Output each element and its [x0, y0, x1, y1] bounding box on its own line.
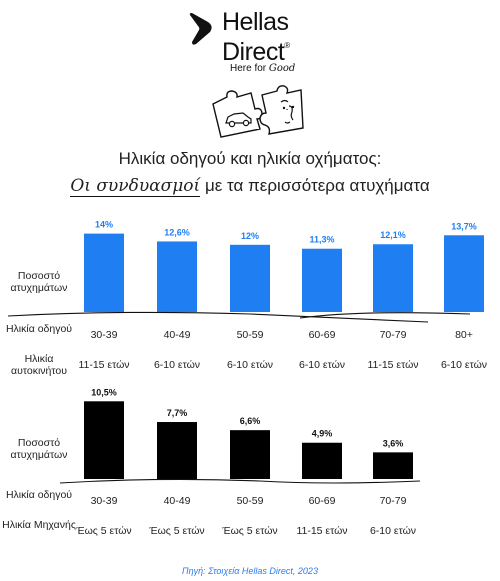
cars-bar-30-39: [84, 233, 124, 312]
cars-driver-age-3: 60-69: [308, 329, 336, 341]
moto-driver-age-label: Ηλικία οδηγού: [5, 489, 73, 501]
cars-bar-40-49: [157, 241, 197, 312]
moto-value-label-40-49: 7,7%: [167, 408, 188, 418]
brand-name-line2: Direct®: [222, 38, 290, 66]
cars-vehicle-age-3: 6-10 ετών: [298, 359, 346, 371]
moto-value-label-70-79: 3,6%: [383, 438, 404, 448]
cars-driver-age-5: 80+: [455, 329, 473, 341]
accident-chart-cars: 14% 12,6% 12% 11,3% 12,1% 13,7%: [7, 220, 484, 323]
puzzle-face-icon: [259, 85, 304, 135]
cars-value-label-40-49: 12,6%: [164, 227, 190, 237]
cars-vehicle-age-4: 11-15 ετών: [367, 359, 419, 371]
moto-value-label-30-39: 10,5%: [91, 387, 117, 397]
cars-driver-age-2: 50-59: [236, 329, 264, 341]
cars-value-label-50-59: 12%: [241, 231, 259, 241]
chart-title: Ηλικία οδηγού και ηλικία οχήματος:: [118, 149, 382, 168]
subtitle-emphasis: Οι συνδυασμοί: [70, 176, 201, 197]
moto-bar-30-39: [84, 401, 124, 479]
moto-vehicle-age-2: Έως 5 ετών: [222, 525, 278, 537]
subtitle-rest: με τα περισσότερα ατυχήματα: [204, 176, 430, 195]
cars-driver-age-0: 30-39: [90, 329, 118, 341]
moto-bar-50-59: [230, 430, 270, 479]
cars-driver-age-4: 70-79: [379, 329, 407, 341]
moto-bar-60-69: [302, 442, 342, 479]
moto-vehicle-age-0: Έως 5 ετών: [76, 525, 132, 537]
cars-baseline-divider: [7, 311, 471, 323]
moto-driver-age-0: 30-39: [90, 495, 118, 507]
brand-name-line1: Hellas: [222, 8, 289, 36]
cars-bar-80+: [444, 235, 484, 312]
cars-vehicle-age-label: Ηλικία αυτοκινήτου: [11, 353, 67, 377]
moto-driver-age-1: 40-49: [163, 495, 191, 507]
moto-bar-40-49: [157, 422, 197, 479]
cars-vehicle-age-5: 6-10 ετών: [440, 359, 488, 371]
moto-driver-age-3: 60-69: [308, 495, 336, 507]
chart-subtitle: Οι συνδυασμοί με τα περισσότερα ατυχήματ…: [0, 176, 500, 197]
cars-driver-age-1: 40-49: [163, 329, 191, 341]
cars-y-axis-label: Ποσοστό ατυχημάτων: [10, 270, 68, 294]
source-note: Πηγή: Στοιχεία Hellas Direct, 2023: [182, 566, 318, 576]
cars-driver-age-label: Ηλικία οδηγού: [5, 323, 73, 335]
cars-value-label-70-79: 12,1%: [380, 230, 406, 240]
cars-value-label-60-69: 11,3%: [309, 235, 334, 245]
cars-bar-60-69: [302, 248, 342, 312]
moto-vehicle-age-label: Ηλικία Μηχανής: [2, 519, 76, 531]
moto-driver-age-4: 70-79: [379, 495, 407, 507]
accident-chart-motorcycles: 10,5% 7,7% 6,6% 4,9% 3,6%: [59, 387, 421, 484]
cars-vehicle-age-1: 6-10 ετών: [153, 359, 201, 371]
brand-tagline: Here for Good: [230, 63, 296, 74]
logo-mark-icon: [189, 13, 212, 45]
moto-vehicle-age-4: 6-10 ετών: [369, 525, 417, 537]
moto-y-axis-label: Ποσοστό ατυχημάτων: [10, 437, 68, 461]
cars-vehicle-age-2: 6-10 ετών: [226, 359, 274, 371]
puzzle-illustration: [212, 85, 304, 138]
cars-vehicle-age-0: 11-15 ετών: [78, 359, 130, 371]
cars-value-label-80+: 13,7%: [451, 221, 477, 231]
moto-value-label-60-69: 4,9%: [312, 429, 333, 439]
moto-baseline-divider: [59, 478, 421, 484]
puzzle-car-icon: [212, 90, 263, 138]
moto-driver-age-2: 50-59: [236, 495, 264, 507]
moto-bar-70-79: [373, 452, 413, 479]
moto-vehicle-age-1: Έως 5 ετών: [149, 525, 205, 537]
cars-bar-50-59: [230, 244, 270, 312]
cars-bar-70-79: [373, 244, 413, 312]
moto-value-label-50-59: 6,6%: [240, 416, 261, 426]
cars-value-label-30-39: 14%: [95, 220, 113, 230]
moto-vehicle-age-3: 11-15 ετών: [296, 525, 348, 537]
